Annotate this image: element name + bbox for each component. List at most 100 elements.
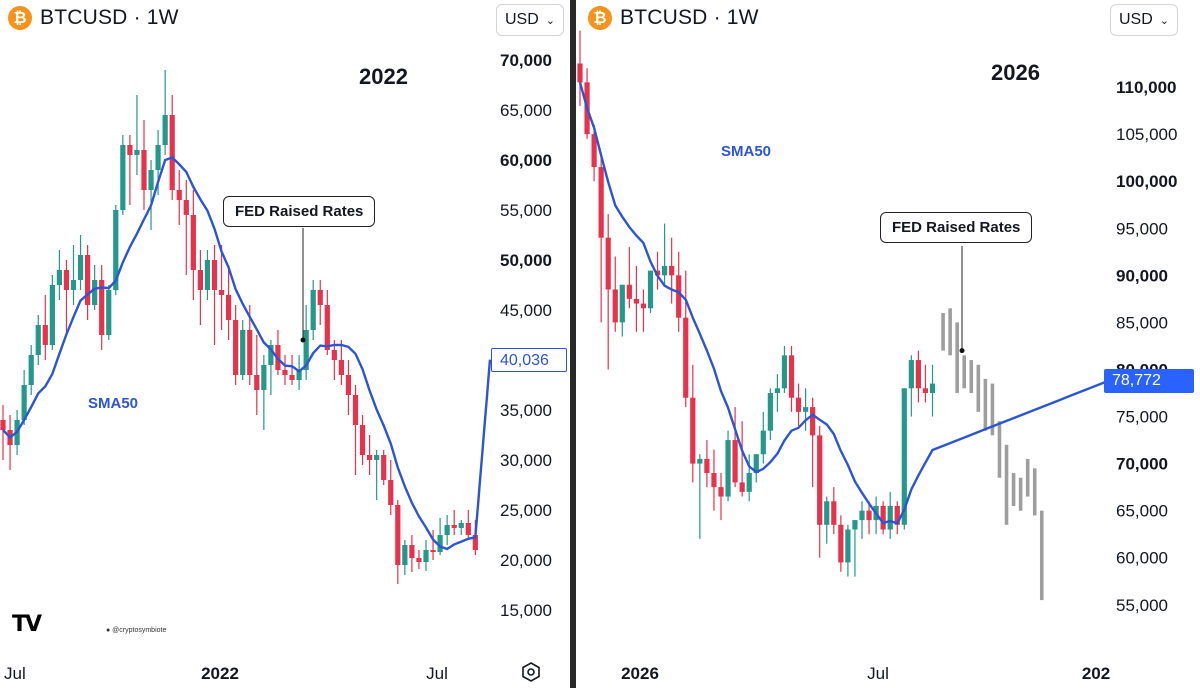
candle-down	[577, 63, 583, 83]
x-tick-label: Jul	[867, 664, 889, 683]
candle-down	[711, 473, 717, 488]
candle-up	[310, 290, 316, 330]
bitcoin-icon: ₿	[8, 6, 32, 30]
candle-up	[70, 280, 77, 290]
candle-down	[838, 524, 844, 563]
candle-down	[633, 298, 639, 304]
candle-up	[423, 550, 429, 562]
candle-down	[430, 550, 436, 552]
candle-up	[28, 355, 34, 385]
candle-up	[155, 145, 161, 170]
candle-down	[465, 523, 471, 535]
projection-bar	[976, 364, 981, 412]
candle-down	[381, 455, 387, 480]
bitcoin-icon: ₿	[588, 6, 612, 30]
y-tick-label: 15,000	[500, 601, 552, 620]
candle-up	[261, 365, 267, 390]
x-tick-label: Jul	[4, 664, 26, 683]
price-tag: 78,772	[1104, 369, 1194, 394]
projection-bar	[962, 355, 967, 389]
candle-up	[134, 150, 140, 155]
candle-up	[887, 505, 893, 530]
candle-up	[647, 270, 654, 309]
candle-up	[725, 440, 731, 497]
candle-down	[338, 360, 344, 375]
chart-canvas-2026: 110,000105,000100,00095,00090,00085,0008…	[577, 30, 1177, 683]
candle-down	[810, 407, 816, 436]
projection-bar	[955, 322, 959, 394]
candle-down	[0, 420, 6, 430]
candle-down	[233, 320, 239, 375]
y-tick-label: 55,000	[1116, 596, 1168, 615]
y-tick-label: 95,000	[1116, 219, 1168, 238]
currency-select[interactable]: USD ⌄	[496, 4, 564, 36]
projection-bar	[990, 383, 995, 436]
candle-down	[197, 270, 203, 290]
y-tick-label: 70,000	[1116, 455, 1168, 474]
candle-up	[774, 388, 780, 394]
y-tick-label: 100,000	[1116, 172, 1177, 191]
y-tick-label: 75,000	[1116, 408, 1168, 427]
candle-up	[240, 330, 246, 375]
y-tick-label: 55,000	[500, 201, 552, 220]
candle-down	[141, 150, 147, 190]
candle-down	[654, 270, 661, 276]
candle-up	[824, 501, 830, 525]
candle-down	[176, 190, 182, 200]
watermark: ● @cryptosymbiote	[106, 627, 167, 634]
candle-up	[21, 385, 27, 420]
candle-up	[113, 210, 119, 290]
candle-down	[211, 260, 218, 290]
candle-up	[697, 458, 703, 464]
candle-up	[296, 370, 302, 380]
candle-up	[437, 535, 443, 552]
sma-label: SMA50	[88, 395, 138, 412]
candle-down	[218, 290, 225, 295]
candle-down	[85, 255, 91, 305]
candle-up	[458, 523, 464, 528]
candle-down	[183, 200, 189, 215]
candle-down	[880, 505, 886, 530]
candle-down	[640, 303, 647, 309]
x-tick-label: 202	[1082, 664, 1110, 683]
projection-bar	[1025, 458, 1030, 497]
y-tick-label: 60,000	[500, 151, 552, 170]
candle-up	[120, 145, 126, 210]
annotation-dot	[300, 337, 306, 343]
candle-up	[901, 388, 907, 525]
chevron-down-icon: ⌄	[1159, 14, 1169, 27]
y-tick-label: 60,000	[1116, 549, 1168, 568]
candle-up	[767, 393, 773, 431]
candle-down	[254, 375, 260, 390]
candle-down	[591, 134, 597, 168]
candle-up	[845, 529, 851, 563]
candle-up	[35, 325, 41, 355]
candle-down	[451, 525, 457, 528]
annotation-fed-raised-rates: FED Raised Rates	[223, 196, 376, 227]
settings-icon[interactable]	[521, 662, 541, 682]
currency-select[interactable]: USD ⌄	[1110, 4, 1178, 36]
projection-bar	[948, 308, 952, 356]
candle-down	[626, 284, 632, 299]
symbol-title: BTCUSD · 1W	[40, 6, 179, 29]
candle-up	[662, 265, 668, 276]
candle-down	[676, 275, 682, 318]
candle-down	[331, 350, 337, 360]
candle-up	[746, 473, 752, 492]
candle-down	[915, 360, 921, 389]
y-tick-label: 35,000	[500, 401, 552, 420]
candle-down	[324, 305, 330, 350]
candle-down	[416, 558, 422, 562]
annotation-dot	[959, 348, 965, 354]
candle-up	[929, 383, 936, 394]
candle-down	[359, 425, 366, 455]
projection-bar	[1032, 468, 1037, 516]
x-tick-label: 2022	[201, 664, 239, 683]
candle-up	[106, 290, 112, 335]
candle-down	[605, 237, 611, 290]
y-tick-label: 25,000	[500, 501, 552, 520]
symbol-title: BTCUSD · 1W	[620, 6, 759, 29]
y-tick-label: 105,000	[1116, 125, 1177, 144]
candle-up	[56, 270, 62, 285]
candle-down	[472, 535, 478, 550]
